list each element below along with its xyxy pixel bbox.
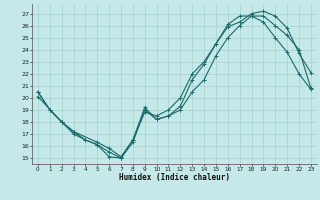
X-axis label: Humidex (Indice chaleur): Humidex (Indice chaleur) [119, 173, 230, 182]
